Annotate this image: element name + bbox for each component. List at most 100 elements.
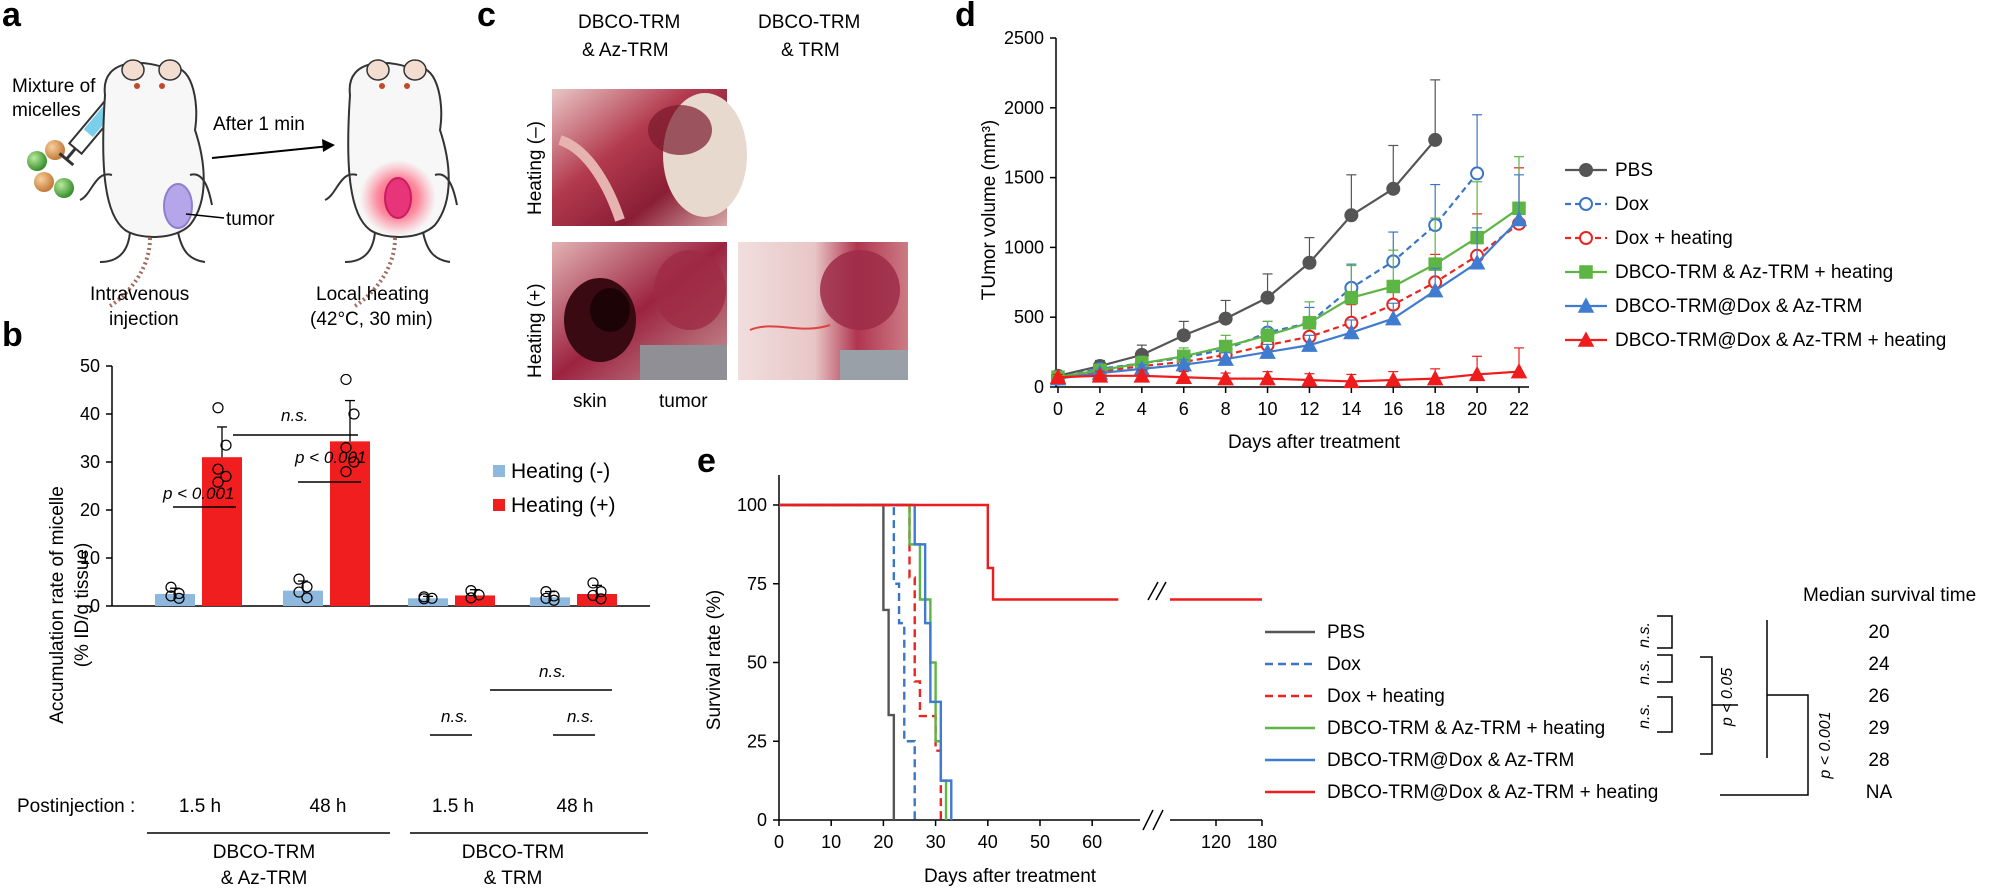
- d-legend-label-2: Dox + heating: [1615, 228, 1733, 249]
- d-ytick-label: 500: [1014, 307, 1044, 327]
- d-marker: [1510, 363, 1528, 379]
- photo-heating-minus: [552, 89, 747, 226]
- e-legend-label-3: DBCO-TRM & Az-TRM + heating: [1327, 718, 1605, 739]
- d-series-line: [1057, 218, 1520, 380]
- d-xtick-label: 20: [1467, 399, 1487, 419]
- b-point: [348, 408, 360, 420]
- d-xtick-label: 14: [1341, 399, 1361, 419]
- b-point: [293, 586, 305, 598]
- d-legend-marker: [1579, 163, 1593, 177]
- mixture-label-line1: Mixture of: [12, 76, 96, 97]
- b-point: [220, 439, 232, 451]
- e-curve: [779, 503, 953, 820]
- d-marker: [1428, 132, 1443, 147]
- d-legend-label-5: DBCO-TRM@Dox & Az-TRM + heating: [1615, 330, 1946, 351]
- row2-label: Heating (+): [525, 283, 546, 378]
- b-ns-top: n.s.: [281, 406, 308, 425]
- panel-label-b: b: [2, 316, 23, 354]
- d-legend-label-3: DBCO-TRM & Az-TRM + heating: [1615, 262, 1893, 283]
- panel-label-d: d: [955, 0, 976, 34]
- b-p1: p < 0.001: [162, 484, 234, 503]
- d-marker: [1301, 371, 1318, 387]
- panel-b-bar-chart: Accumulation rate of micelle (% ID/g tis…: [17, 356, 650, 889]
- b-p2: p < 0.001: [294, 448, 366, 467]
- panel-a-schematic: Mixture of micelles: [12, 59, 458, 330]
- col2-label-line2: & TRM: [781, 40, 840, 61]
- d-marker: [1301, 336, 1318, 352]
- e-median-title: Median survival time: [1803, 585, 1976, 606]
- e-axes: 0 25 50 75 100 0 10 20 30 40 50 60 120 180: [737, 475, 1277, 852]
- d-legend-marker: [1577, 297, 1595, 313]
- e-xlabel: Days after treatment: [924, 866, 1097, 887]
- d-marker: [1049, 368, 1067, 384]
- e-curve-break-mark: [1147, 581, 1159, 601]
- d-series: [1049, 79, 1528, 389]
- b-point: [165, 590, 177, 602]
- d-marker: [1302, 255, 1317, 270]
- d-marker: [1175, 368, 1192, 384]
- d-xtick-label: 10: [1258, 399, 1278, 419]
- b-point: [301, 581, 313, 593]
- d-marker: [1218, 311, 1233, 326]
- e-curve: [779, 503, 1119, 601]
- b-time-1: 1.5 h: [179, 796, 221, 817]
- injection-label-line1: Intravenous: [90, 284, 189, 305]
- b-point: [540, 592, 552, 604]
- d-marker: [1468, 254, 1486, 270]
- d-xtick-label: 16: [1383, 399, 1403, 419]
- e-ytick-label: 100: [737, 495, 767, 515]
- d-xtick-label: 12: [1299, 399, 1319, 419]
- b-point: [173, 587, 185, 600]
- heating-label-line2: (42°C, 30 min): [310, 309, 433, 330]
- e-legend-label-5: DBCO-TRM@Dox & Az-TRM + heating: [1327, 782, 1658, 803]
- e-legend-label-1: Dox: [1327, 654, 1361, 675]
- skin-label: skin: [573, 391, 607, 412]
- b-points: [165, 373, 607, 606]
- d-marker: [1426, 282, 1444, 298]
- mouse-icon-before: [79, 59, 213, 308]
- e-xtick-label: 180: [1247, 832, 1277, 852]
- e-stat-ns2: n.s.: [1636, 659, 1653, 685]
- d-marker: [1217, 350, 1234, 366]
- e-xtick-label: 40: [978, 832, 998, 852]
- b-time-3: 1.5 h: [432, 796, 474, 817]
- b-point: [587, 577, 599, 589]
- tumor-photo-label: tumor: [659, 391, 708, 412]
- d-marker: [1426, 370, 1444, 386]
- d-xtick-label: 4: [1137, 399, 1147, 419]
- mixture-label-line2: micelles: [12, 100, 81, 121]
- e-stat-ns1: n.s.: [1636, 622, 1653, 648]
- e-xtick-label: 0: [774, 832, 784, 852]
- d-marker: [1385, 371, 1402, 387]
- e-ylabel: Survival rate (%): [704, 590, 725, 730]
- e-curve: [779, 503, 916, 820]
- d-xtick-label: 2: [1095, 399, 1105, 419]
- panel-label-a: a: [2, 0, 22, 34]
- b-point: [212, 476, 224, 488]
- e-curve: [779, 503, 896, 820]
- d-marker: [1344, 290, 1359, 305]
- e-legend: PBS Dox Dox + heating DBCO-TRM & Az-TRM …: [1265, 622, 1658, 803]
- b-point: [340, 466, 352, 478]
- d-series-line: [1057, 207, 1520, 379]
- e-curve: [779, 503, 948, 820]
- d-xtick-label: 0: [1053, 399, 1063, 419]
- b-point: [348, 456, 360, 468]
- b-bar: [202, 457, 242, 606]
- micelle-orange-2: [34, 172, 54, 192]
- e-stat-ns3: n.s.: [1636, 703, 1653, 729]
- d-marker: [1259, 343, 1276, 359]
- mouse-icon-after: [324, 59, 458, 308]
- e-median-0: 20: [1868, 622, 1889, 643]
- d-marker: [1260, 290, 1275, 305]
- b-bar: [577, 594, 617, 606]
- e-legend-label-2: Dox + heating: [1327, 686, 1445, 707]
- d-legend-label-1: Dox: [1615, 194, 1649, 215]
- d-marker: [1260, 328, 1275, 343]
- d-marker: [1343, 372, 1360, 389]
- e-median-3: 29: [1868, 718, 1889, 739]
- heating-label-line1: Local heating: [316, 284, 429, 305]
- micelle-green-1: [27, 151, 47, 171]
- b-legend-label-plus: Heating (+): [511, 494, 615, 517]
- b-ytick-label: 40: [80, 404, 100, 424]
